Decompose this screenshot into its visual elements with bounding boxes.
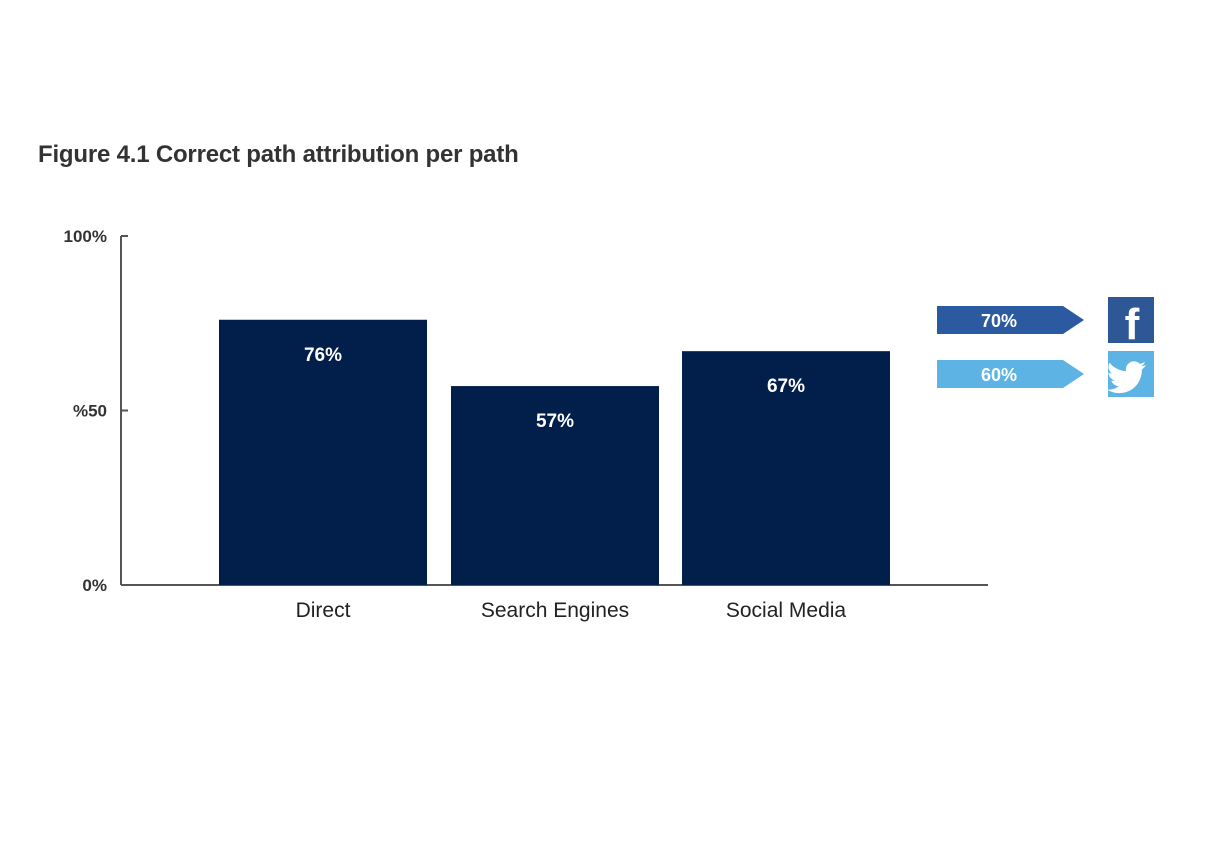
bar-value-label: 76% xyxy=(304,345,342,366)
facebook-icon: f xyxy=(1108,297,1154,349)
annotation-value-label: 60% xyxy=(981,365,1017,385)
y-tick-label: 100% xyxy=(64,227,107,246)
bar-value-label: 57% xyxy=(536,411,574,432)
annotation-arrow xyxy=(937,360,1084,388)
chart-title: Figure 4.1 Correct path attribution per … xyxy=(38,141,519,168)
annotation-facebook: 70% f xyxy=(937,297,1154,349)
x-tick-label: Social Media xyxy=(726,599,847,622)
twitter-icon xyxy=(1107,351,1154,397)
y-tick-label: %50 xyxy=(73,402,107,421)
annotation-value-label: 70% xyxy=(981,311,1017,331)
facebook-glyph: f xyxy=(1125,300,1140,349)
bar-value-label: 67% xyxy=(767,376,805,397)
annotation-arrow xyxy=(937,306,1084,334)
icon-tile xyxy=(1108,297,1154,343)
twitter-bird xyxy=(1107,361,1146,394)
bar xyxy=(682,351,890,585)
y-tick-label: 0% xyxy=(82,576,107,595)
x-tick-label: Direct xyxy=(296,599,351,622)
x-tick-label: Search Engines xyxy=(481,599,629,622)
annotation-twitter: 60% xyxy=(937,351,1154,397)
bar xyxy=(219,319,427,585)
bar xyxy=(451,386,659,585)
